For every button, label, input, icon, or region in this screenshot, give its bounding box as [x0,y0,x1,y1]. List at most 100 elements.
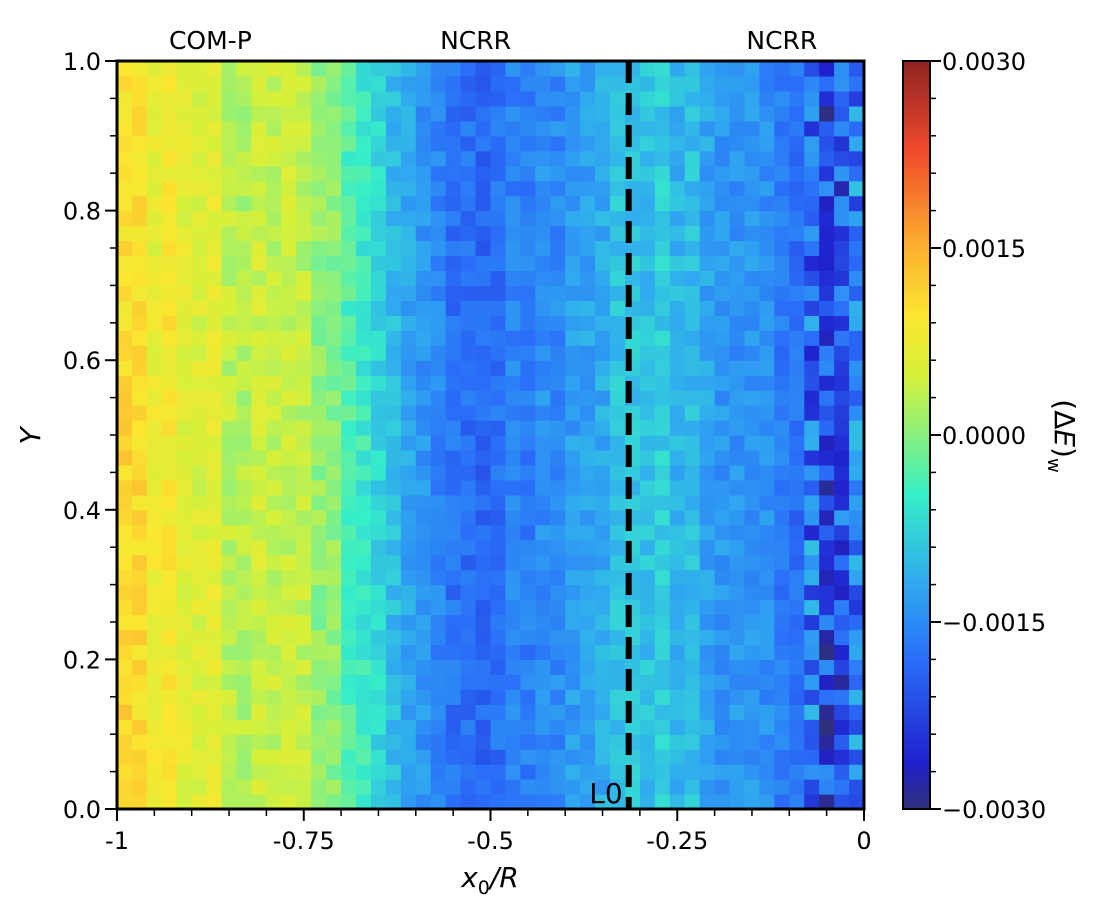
heatmap-cell [430,165,447,182]
x-axis-title-main: x [460,861,478,894]
heatmap-cell [639,554,656,571]
heatmap-cell [385,539,402,556]
heatmap-cell [236,584,253,601]
heatmap-cell [176,210,193,227]
heatmap-cell [251,61,267,77]
heatmap-cell [819,614,835,631]
heatmap-cell [849,420,865,436]
heatmap-cell [684,509,701,526]
heatmap-cell [236,150,253,167]
heatmap-cell [385,61,402,77]
heatmap-cell [535,90,551,107]
heatmap-cell [475,464,492,481]
heatmap-cell [684,315,701,331]
heatmap-cell [475,375,492,391]
heatmap-cell [744,719,761,735]
heatmap-cell [146,315,163,331]
heatmap-cell [714,390,731,406]
heatmap-cell [819,390,835,406]
heatmap-cell [266,210,282,227]
heatmap-cell [161,255,178,272]
heatmap-cell [729,659,746,675]
heatmap-cell [400,390,417,406]
heatmap-cell [774,749,790,765]
heatmap-cell [789,360,805,376]
heatmap-cell [430,61,447,77]
heatmap-cell [370,554,387,571]
heatmap-cell [729,779,746,795]
heatmap-cell [550,255,566,272]
heatmap-cell [356,420,372,436]
heatmap-cell [550,90,566,107]
heatmap-cell [400,420,417,436]
heatmap-cell [161,300,178,316]
heatmap-cell [430,120,447,137]
heatmap-cell [550,345,566,361]
heatmap-cell [341,584,357,601]
heatmap-cell [176,225,193,242]
heatmap-cell [669,105,686,122]
heatmap-cell [341,479,357,496]
heatmap-cell [789,285,805,301]
heatmap-cell [699,494,716,511]
heatmap-cell [550,300,566,316]
heatmap-cell [370,719,387,735]
heatmap-cell [326,494,342,511]
heatmap-cell [236,524,253,541]
heatmap-cell [774,90,790,107]
heatmap-cell [131,435,148,451]
heatmap-cell [341,554,357,571]
heatmap-cell [639,120,656,137]
heatmap-cell [460,599,477,616]
heatmap-cell [580,719,596,735]
heatmap-cell [774,524,790,541]
heatmap-cell [430,375,447,391]
heatmap-cell [445,240,462,257]
heatmap-cell [236,420,253,436]
heatmap-cell [206,195,223,212]
heatmap-cell [281,345,297,361]
heatmap-cell [834,659,850,675]
heatmap-cell [475,315,492,331]
heatmap-cell [221,599,238,616]
heatmap-cell [699,180,716,197]
heatmap-cell [251,539,267,556]
heatmap-cell [460,330,477,346]
heatmap-cell [849,689,865,705]
heatmap-cell [595,554,611,571]
y-tick-label: 0.4 [63,497,101,525]
heatmap-cell [475,689,492,705]
heatmap-cell [639,210,656,227]
heatmap-cell [550,764,566,780]
heatmap-cell [595,539,611,556]
heatmap-cell [849,210,865,227]
heatmap-cell [804,390,820,406]
heatmap-cell [415,659,432,675]
heatmap-cell [146,195,163,212]
heatmap-cell [580,61,596,77]
heatmap-cell [759,569,775,586]
heatmap-cell [236,195,253,212]
heatmap-cell [146,599,163,616]
heatmap-cell [565,375,581,391]
heatmap-cell [639,689,656,705]
heatmap-cell [341,300,357,316]
heatmap-cell [415,704,432,720]
heatmap-cell [266,135,282,152]
heatmap-cell [311,704,327,720]
heatmap-cell [669,165,686,182]
heatmap-cell [221,719,238,735]
heatmap-cell [610,285,626,301]
heatmap-cell [131,360,148,376]
heatmap-cell [639,629,656,646]
heatmap-cell [146,105,163,122]
heatmap-cell [266,270,282,286]
heatmap-cell [535,449,551,466]
heatmap-cell [356,255,372,272]
heatmap-cell [550,719,566,735]
heatmap-cell [251,479,267,496]
heatmap-cell [191,375,208,391]
heatmap-cell [296,150,312,167]
heatmap-cell [774,75,790,92]
heatmap-cell [774,569,790,586]
